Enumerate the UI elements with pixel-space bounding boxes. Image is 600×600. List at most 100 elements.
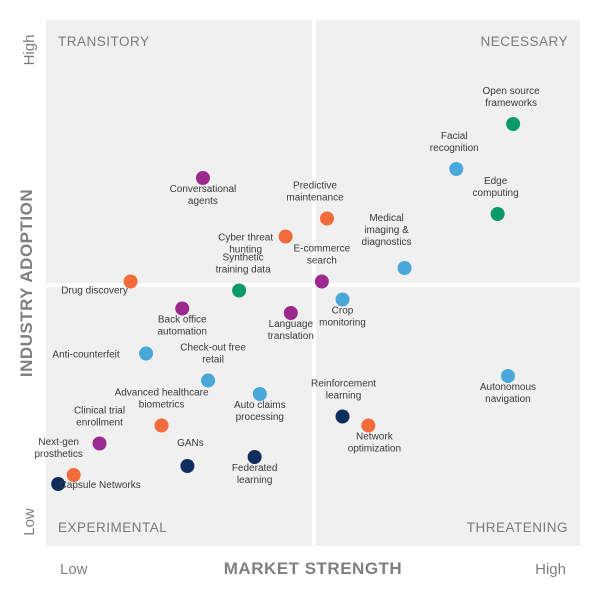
data-point <box>139 346 154 361</box>
data-point-label-line: learning <box>326 391 362 402</box>
data-point-label-line: Anti-counterfeit <box>52 350 119 361</box>
data-point-label: Medical imaging & diagnostics <box>362 213 412 248</box>
data-point-label: Drug discovery <box>61 286 128 297</box>
data-point-label: Open source frameworks <box>482 86 540 109</box>
data-point <box>397 261 412 275</box>
data-point-label-line: E-commerce <box>293 244 350 255</box>
data-point <box>154 418 169 433</box>
data-point-label-line: monitoring <box>319 318 366 329</box>
data-point-label: Reinforcement learning <box>311 379 376 402</box>
data-point-label: Edge computing <box>473 176 519 199</box>
data-point-label: Autonomous navigation <box>480 382 536 405</box>
data-point <box>506 117 521 131</box>
data-point-label-line: automation <box>158 327 207 338</box>
data-point-label-line: Reinforcement <box>311 379 376 390</box>
data-point-label: Next-gen prosthetics <box>35 437 83 460</box>
data-point <box>175 301 190 316</box>
data-point <box>490 207 505 221</box>
data-point <box>283 306 298 320</box>
data-point <box>314 274 329 289</box>
data-point-label-line: diagnostics <box>362 237 412 248</box>
data-point-label: E-commerce search <box>293 244 350 267</box>
quadrant-label-bottom-left: EXPERIMENTAL <box>58 520 167 535</box>
data-point-label-line: Medical <box>369 213 403 224</box>
quadrant-label-top-right: NECESSARY <box>480 34 568 49</box>
data-point <box>500 369 515 383</box>
data-point <box>123 274 138 289</box>
data-point-label-line: Drug discovery <box>61 286 128 297</box>
x-axis-title: MARKET STRENGTH <box>224 559 402 578</box>
data-point-label-line: agents <box>188 196 218 207</box>
data-point-label-line: Conversational <box>170 184 237 195</box>
data-point-label-line: GANs <box>177 438 204 449</box>
y-axis-high-label: High <box>21 35 38 66</box>
data-point-label-line: prosthetics <box>35 449 83 460</box>
data-point-label: Language translation <box>268 319 314 342</box>
data-point-label: Conversational agents <box>170 184 237 207</box>
y-axis-low-label: Low <box>21 508 38 536</box>
data-point <box>361 418 376 433</box>
data-point-label-line: training data <box>216 265 271 276</box>
data-point-label-line: biometrics <box>139 400 185 411</box>
data-point <box>278 229 293 244</box>
data-point-label-line: learning <box>237 475 273 486</box>
data-point-label-line: Capsule Networks <box>60 480 141 491</box>
data-point <box>247 450 262 464</box>
data-point-label: Back office automation <box>158 315 208 338</box>
x-axis-low-label: Low <box>60 561 88 578</box>
data-point-label: Anti-counterfeit <box>52 350 119 361</box>
data-point <box>252 387 267 401</box>
data-point-label-line: imaging & <box>364 225 409 236</box>
data-point-label: Network optimization <box>348 432 401 455</box>
data-point-label-line: Federated <box>232 463 278 474</box>
data-point-label-line: hunting <box>229 245 262 256</box>
data-point-label-line: processing <box>236 412 284 423</box>
data-point-label-line: Facial <box>441 131 468 142</box>
data-point <box>51 477 66 491</box>
data-point-label: Advanced healthcare biometrics <box>115 388 209 411</box>
data-point-label-line: Open source <box>482 86 540 97</box>
data-point-label: Federated learning <box>232 463 278 486</box>
data-point-label-line: Check-out free <box>180 343 246 354</box>
data-point-label: Facial recognition <box>430 131 479 154</box>
data-point-label-line: frameworks <box>485 98 537 109</box>
data-point-label-line: search <box>307 256 337 267</box>
data-point-label-line: Next-gen <box>38 437 79 448</box>
data-point-label-line: Auto claims <box>234 400 286 411</box>
data-point-label: Cyber threat hunting <box>218 233 273 256</box>
quadrant-label-top-left: TRANSITORY <box>58 34 150 49</box>
data-point-label-line: navigation <box>485 394 531 405</box>
data-point-label-line: Edge <box>484 176 508 187</box>
data-point <box>195 171 210 185</box>
data-point-label: Crop monitoring <box>319 306 366 329</box>
data-point <box>449 162 464 176</box>
data-point-label-line: translation <box>268 331 314 342</box>
data-point-label-line: Autonomous <box>480 382 536 393</box>
data-point <box>335 409 350 424</box>
data-point-label: Check-out free retail <box>180 343 246 366</box>
quadrant-label-bottom-right: THREATENING <box>467 520 568 535</box>
x-axis-high-label: High <box>535 561 566 578</box>
data-point-label: Auto claims processing <box>234 400 286 423</box>
data-point <box>66 468 81 482</box>
data-point-label-line: Back office <box>158 315 207 326</box>
data-point <box>232 283 247 298</box>
data-point <box>320 211 335 226</box>
data-point-label-line: recognition <box>430 143 479 154</box>
data-point-label-line: Predictive <box>293 181 337 192</box>
data-point-label-line: Cyber threat <box>218 233 273 244</box>
data-point-label-line: Language <box>269 319 314 330</box>
data-point-label-line: Advanced healthcare <box>115 388 209 399</box>
y-axis-title: INDUSTRY ADOPTION <box>17 189 36 377</box>
data-point-label: Predictive maintenance <box>286 181 344 204</box>
data-point <box>180 459 195 473</box>
data-point-label-line: computing <box>473 188 519 199</box>
data-point-label-line: Network <box>356 432 394 443</box>
data-point-label: Synthetic training data <box>216 253 271 276</box>
data-point-label-line: Clinical trial <box>74 406 125 417</box>
data-point <box>92 436 107 451</box>
data-point-label-line: maintenance <box>286 193 344 204</box>
data-point-label-line: enrollment <box>76 418 123 429</box>
